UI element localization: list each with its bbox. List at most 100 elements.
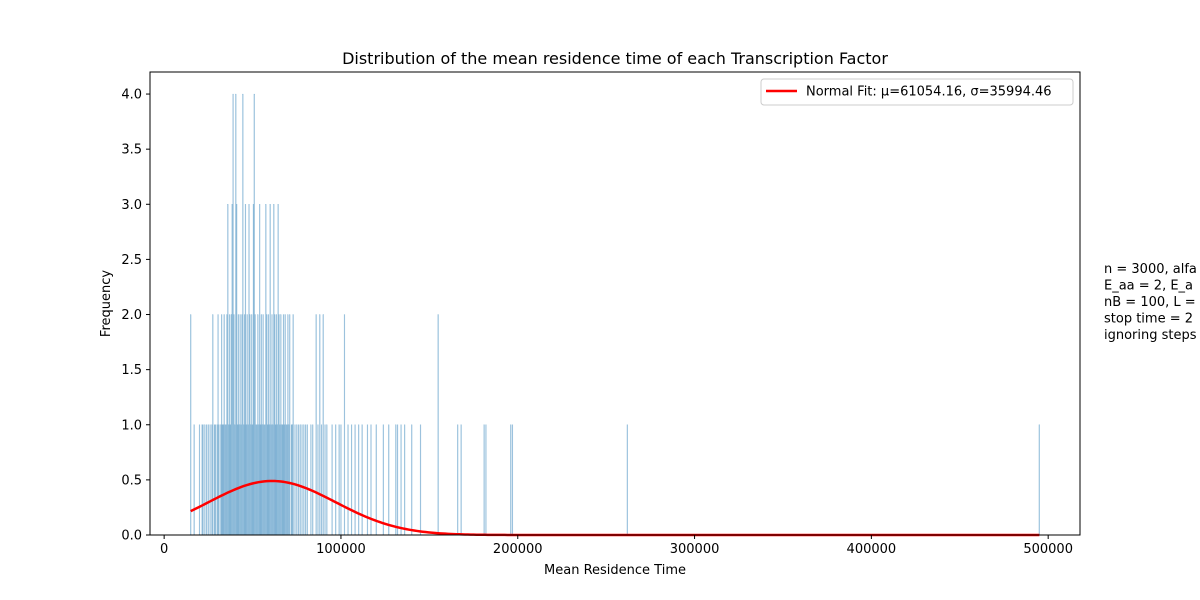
histogram-bar: [1038, 424, 1040, 536]
histogram-bar: [259, 424, 262, 536]
histogram-bar: [225, 424, 227, 536]
y-tick-label: 3.0: [121, 198, 142, 213]
histogram-bar: [296, 424, 298, 536]
histogram-bar: [419, 424, 422, 536]
histogram-bar: [361, 424, 363, 536]
histogram-bar: [347, 424, 349, 536]
histogram-bar: [227, 204, 229, 536]
histogram-bar: [237, 314, 239, 536]
histogram-bar: [382, 424, 384, 536]
x-axis: 0 100000 200000 300000 400000 500000: [160, 535, 1073, 557]
histogram-bar: [204, 424, 206, 536]
histogram-bar: [286, 424, 288, 536]
annotation-line: n = 3000, alfa: [1104, 262, 1197, 277]
histogram-bar: [234, 424, 236, 536]
y-axis-label: Frequency: [99, 270, 114, 337]
histogram-bar: [251, 424, 254, 536]
histogram-bar: [244, 314, 246, 536]
histogram-bar: [275, 314, 277, 536]
histogram-bar: [303, 424, 305, 536]
histogram-bar: [236, 204, 238, 536]
histogram-bar: [269, 204, 271, 536]
histogram-bar: [211, 424, 213, 536]
histogram-bar: [343, 314, 346, 536]
histogram-bar: [290, 424, 293, 536]
histogram-bar: [232, 93, 234, 536]
histogram-bar: [289, 314, 291, 536]
histogram-bar: [288, 424, 290, 536]
histogram-bar: [220, 424, 222, 536]
histogram-bar: [400, 424, 402, 536]
histogram-bar: [261, 424, 263, 536]
histogram-bar: [216, 424, 218, 536]
histogram-bar: [190, 314, 192, 536]
histogram-bar: [358, 424, 360, 536]
histogram-bar: [228, 314, 231, 536]
histogram-bar: [326, 424, 328, 536]
y-tick-label: 1.5: [121, 363, 142, 378]
histogram-bar: [258, 424, 260, 536]
histogram-bar: [239, 314, 241, 536]
histogram-bar: [388, 424, 390, 536]
legend-box: [760, 78, 1074, 106]
histogram-bar: [354, 424, 356, 536]
x-tick-label: 400000: [847, 542, 897, 557]
histogram-bar: [202, 424, 204, 536]
annotation-line: nB = 100, L =: [1104, 295, 1196, 310]
chart-title: Distribution of the mean residence time …: [342, 49, 888, 68]
y-axis: 0.0 0.5 1.0 1.5 2.0 2.5 3.0 3.5 4.0: [121, 88, 150, 544]
histogram-bar: [214, 424, 216, 536]
y-tick-label: 0.0: [121, 529, 142, 544]
histogram-bar: [305, 424, 307, 536]
plot-frame: [149, 71, 1081, 536]
histogram-bar: [241, 314, 243, 536]
histogram-bar: [221, 424, 224, 536]
y-tick-label: 2.5: [121, 253, 142, 268]
histogram-bar: [263, 424, 265, 536]
histogram-bar: [315, 314, 317, 536]
histogram-bar: [238, 424, 240, 536]
histogram-bar: [273, 204, 275, 536]
histogram-bar: [235, 93, 237, 536]
histogram-bar: [279, 424, 281, 536]
histogram-bar: [223, 314, 225, 536]
histogram-bar: [396, 424, 399, 536]
histogram-bar: [271, 314, 273, 536]
histogram-bar: [404, 424, 406, 536]
histogram-bar: [253, 93, 255, 536]
histogram-bar: [301, 424, 303, 536]
histogram-bar: [249, 314, 251, 536]
histogram-bar: [277, 204, 279, 536]
histogram-bar: [411, 424, 413, 536]
histogram-bar: [222, 424, 224, 536]
histogram-bar: [276, 424, 278, 536]
histogram-bar: [259, 204, 261, 536]
histogram-bar: [312, 424, 314, 536]
histogram-bar: [437, 314, 439, 536]
histogram-bar: [230, 314, 232, 536]
histogram-bar: [224, 424, 226, 536]
histogram-bar: [217, 314, 219, 536]
histogram-bar: [233, 314, 235, 536]
legend-label: Normal Fit: μ=61054.16, σ=35994.46: [806, 85, 1052, 100]
histogram-bar: [310, 424, 312, 536]
side-annotation: n = 3000, alfa E_aa = 2, E_anB = 100, L =…: [1104, 262, 1197, 343]
histogram-bar: [226, 314, 228, 536]
histogram-bar: [240, 424, 242, 536]
histogram-bar: [218, 424, 220, 536]
histogram-bar: [291, 424, 293, 536]
histogram-bar: [335, 424, 337, 536]
histogram-bar: [483, 424, 485, 536]
histogram-bar: [205, 424, 208, 536]
histogram-bar: [228, 424, 230, 536]
histogram-bar: [395, 424, 397, 536]
histogram-bar: [212, 314, 214, 536]
histogram-bar: [317, 424, 319, 536]
histogram-bar: [254, 314, 256, 536]
x-tick-label: 100000: [316, 542, 366, 557]
x-axis-label: Mean Residence Time: [544, 563, 686, 578]
x-tick-label: 200000: [493, 542, 543, 557]
y-tick-label: 3.5: [121, 143, 142, 158]
histogram-bar: [282, 424, 284, 536]
histogram-bar: [319, 314, 321, 536]
